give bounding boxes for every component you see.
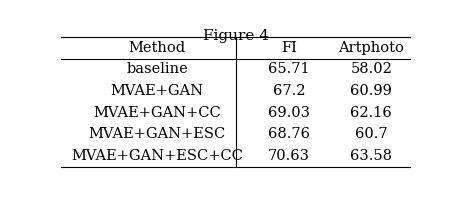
Text: 60.7: 60.7 [354,127,386,141]
Text: FI: FI [280,41,297,55]
Text: 62.16: 62.16 [350,106,391,120]
Text: MVAE+GAN+CC: MVAE+GAN+CC [93,106,221,120]
Text: 69.03: 69.03 [268,106,309,120]
Text: baseline: baseline [126,62,188,76]
Text: 67.2: 67.2 [272,84,305,98]
Text: MVAE+GAN: MVAE+GAN [111,84,203,98]
Text: MVAE+GAN+ESC: MVAE+GAN+ESC [89,127,225,141]
Text: 60.99: 60.99 [349,84,392,98]
Text: 63.58: 63.58 [349,149,392,163]
Text: 65.71: 65.71 [268,62,309,76]
Text: Method: Method [129,41,185,55]
Text: 70.63: 70.63 [268,149,309,163]
Text: Artphoto: Artphoto [337,41,403,55]
Text: MVAE+GAN+ESC+CC: MVAE+GAN+ESC+CC [71,149,243,163]
Text: 58.02: 58.02 [349,62,392,76]
Text: 68.76: 68.76 [268,127,309,141]
Text: Figure 4: Figure 4 [202,29,268,43]
